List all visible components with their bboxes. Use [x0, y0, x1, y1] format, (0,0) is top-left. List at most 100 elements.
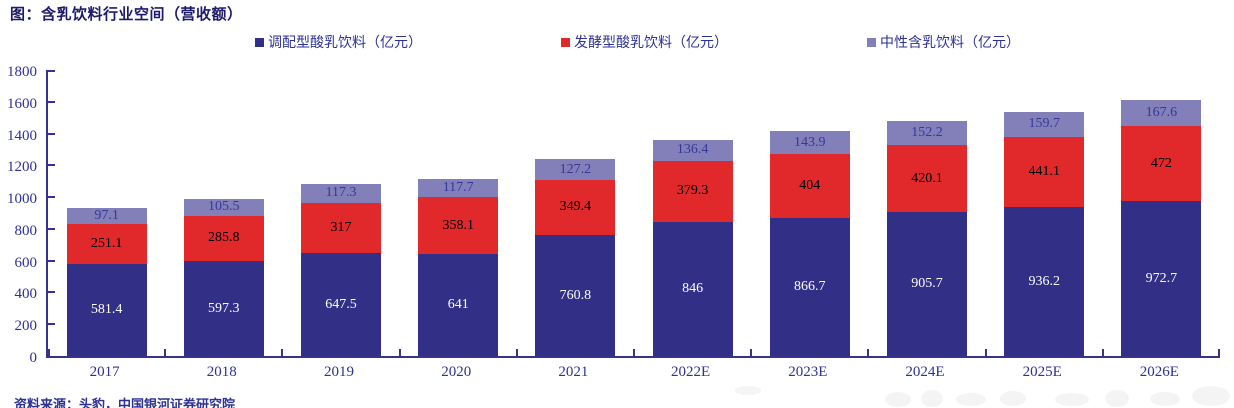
bar-segment-series2: 285.8 [183, 215, 264, 262]
bar-value-label: 647.5 [325, 296, 357, 312]
legend-label: 调配型酸乳饮料（亿元） [268, 36, 422, 51]
bar-value-label: 905.7 [911, 276, 943, 292]
x-axis-category-label: 2024E [905, 364, 945, 380]
bar-value-label: 846 [682, 280, 704, 296]
x-axis-category-label: 2021 [558, 364, 589, 380]
chart-title: 图：含乳饮料行业空间（营收额） [10, 7, 243, 23]
bar-segment-series2: 441.1 [1004, 137, 1085, 208]
bar-segment-series3: 127.2 [535, 159, 616, 180]
y-axis-tick-label: 1400 [7, 127, 37, 144]
bar-value-label: 866.7 [794, 279, 826, 295]
watermark-blob [921, 390, 943, 407]
x-axis-labels: 2017 2018 2019 2020 2021 2022E 2023E 2024E 2025E… [46, 363, 1220, 383]
bar-segment-series3: 97.1 [66, 208, 147, 224]
bar-segment-series1: 972.7 [1121, 201, 1202, 356]
bar-segment-series1: 905.7 [887, 212, 967, 356]
bar-segment-series2: 251.1 [66, 223, 147, 264]
y-axis-tick [48, 291, 55, 294]
bar-segment-series2: 420.1 [887, 145, 967, 213]
bar-value-label: 358.1 [442, 217, 474, 233]
y-axis-tick [48, 259, 55, 262]
bar-segment-series1: 866.7 [769, 218, 850, 356]
x-axis-category-label: 2023E [788, 364, 828, 380]
bar-segment-series1: 641 [418, 254, 499, 356]
legend: 调配型酸乳饮料（亿元） 发酵型酸乳饮料（亿元） 中性含乳饮料（亿元） [255, 32, 1020, 52]
watermark-blob [735, 386, 761, 395]
x-axis-tick [281, 349, 284, 356]
x-axis-category-label: 2022E [671, 364, 711, 380]
x-axis-category-label: 2020 [441, 364, 472, 380]
bar-segment-series1: 760.8 [535, 235, 616, 356]
plot-area: 581.4 251.1 97.1 597.3 285.8 105.5 647.5 317 117… [46, 70, 1220, 358]
bar-segment-series2: 472 [1121, 126, 1202, 202]
y-axis-tick-label: 1200 [7, 159, 37, 176]
x-axis-tick [1218, 349, 1220, 356]
bar-segment-series3: 159.7 [1004, 111, 1085, 138]
x-axis-category-label: 2017 [89, 364, 120, 380]
bar-segment-series3: 167.6 [1121, 99, 1202, 127]
bar-segment-series2: 358.1 [418, 197, 499, 255]
bar-value-label: 441.1 [1028, 164, 1060, 180]
x-axis-tick [515, 349, 518, 356]
y-axis-tick [48, 132, 55, 135]
bar-value-label: 136.4 [676, 142, 709, 158]
watermark-blob [1105, 390, 1129, 407]
bar-segment-series2: 317 [301, 202, 381, 254]
bar-value-label: 936.2 [1028, 273, 1060, 289]
bar-value-label: 349.4 [559, 199, 592, 215]
bar-segment-series3: 105.5 [183, 198, 264, 216]
watermark-blob [1000, 391, 1026, 406]
bar-value-label: 285.8 [208, 230, 240, 246]
bar-value-label: 641 [447, 297, 469, 313]
x-axis-tick [398, 349, 401, 356]
x-axis-tick [164, 349, 167, 356]
bar-value-label: 117.7 [442, 179, 474, 195]
x-axis-tick [984, 349, 987, 356]
watermark-blob [1192, 386, 1230, 406]
bar-value-label: 404 [799, 178, 821, 194]
x-axis-tick [48, 349, 50, 356]
x-axis-category-label: 2026E [1139, 364, 1179, 380]
bar-segment-series3: 136.4 [652, 139, 733, 162]
bar-value-label: 251.1 [90, 235, 123, 251]
bar-segment-series1: 936.2 [1004, 207, 1085, 356]
bar-value-label: 379.3 [676, 183, 709, 199]
legend-item-3: 中性含乳饮料（亿元） [867, 32, 1020, 52]
bar-value-label: 317 [330, 219, 352, 235]
y-axis-tick-label: 1800 [7, 64, 37, 80]
bar-value-label: 167.6 [1145, 105, 1178, 121]
x-axis-tick [750, 349, 753, 356]
bar-segment-series1: 647.5 [301, 253, 381, 356]
bar-value-label: 972.7 [1145, 270, 1178, 286]
y-axis-tick-label: 0 [29, 350, 38, 366]
bar-value-label: 581.4 [90, 301, 123, 317]
bar-value-label: 597.3 [208, 300, 240, 316]
bar-value-label: 143.9 [794, 134, 826, 150]
bar-segment-series3: 117.7 [418, 178, 499, 198]
y-axis-tick [48, 100, 55, 103]
x-axis-category-label: 2025E [1022, 364, 1062, 380]
y-axis-tick-label: 200 [14, 318, 38, 335]
y-axis-tick [48, 164, 55, 167]
bar-segment-series1: 846 [652, 221, 733, 356]
watermark-blob [885, 392, 911, 407]
x-axis-tick [633, 349, 635, 356]
bar-segment-series2: 349.4 [535, 179, 616, 236]
legend-item-2: 发酵型酸乳饮料（亿元） [561, 32, 728, 52]
legend-swatch-icon [255, 37, 264, 47]
bar-value-label: 105.5 [208, 199, 240, 215]
legend-swatch-icon [561, 37, 570, 47]
legend-label: 发酵型酸乳饮料（亿元） [574, 36, 728, 51]
bar-segment-series3: 152.2 [887, 121, 967, 146]
y-axis-tick-label: 1600 [7, 95, 37, 112]
x-axis-category-label: 2018 [206, 364, 237, 380]
x-axis-tick [1101, 349, 1104, 356]
x-axis-tick [867, 349, 870, 356]
legend-label: 中性含乳饮料（亿元） [880, 36, 1020, 51]
bar-segment-series3: 143.9 [769, 131, 850, 155]
bar-value-label: 97.1 [94, 208, 119, 224]
bar-value-label: 472 [1150, 155, 1172, 171]
x-axis-category-label: 2019 [323, 364, 354, 380]
legend-item-1: 调配型酸乳饮料（亿元） [255, 32, 422, 52]
